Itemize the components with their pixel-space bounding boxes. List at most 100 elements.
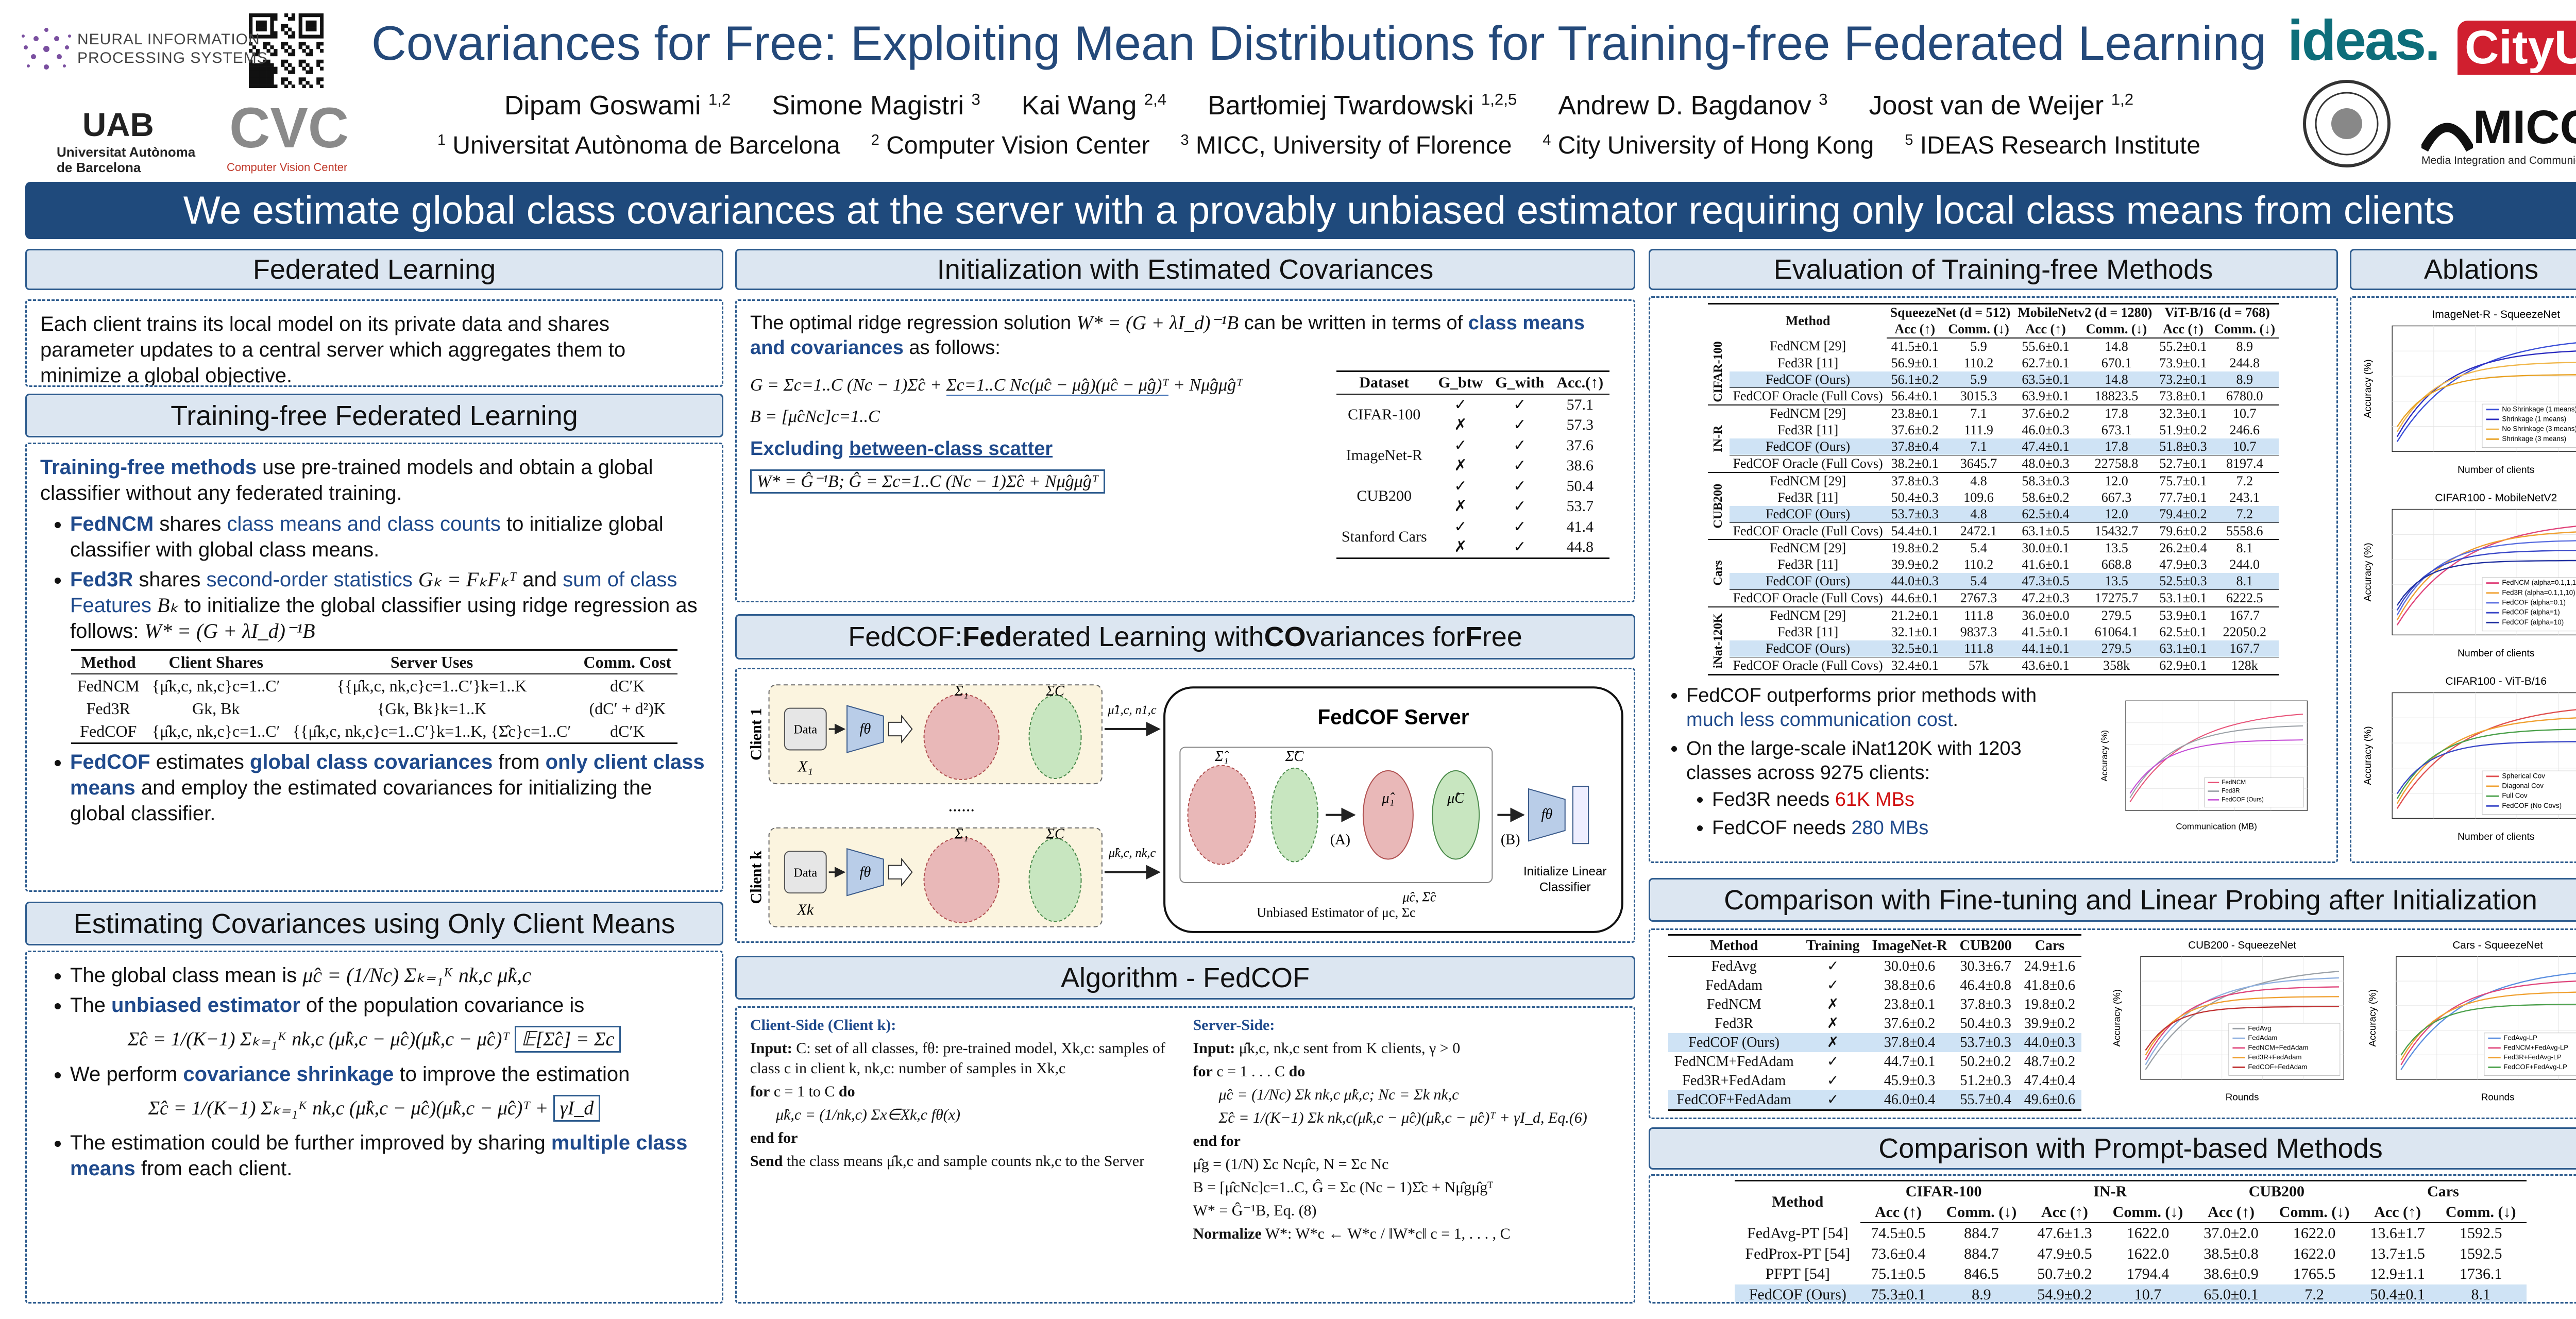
header-row: Acc (↑) Comm. (↓) Acc (↑) Comm. (↓) Acc (↑) C…: [1735, 1202, 2527, 1223]
text: class means and class counts: [227, 513, 501, 535]
text: 280 MBs: [1851, 817, 1929, 839]
qr-cell: [298, 45, 302, 49]
legend-label: Fed3R (alpha=0.1,1,10): [2502, 588, 2575, 596]
qr-cell: [263, 20, 267, 25]
arrow-hollow: [888, 714, 913, 744]
author-affiliation: 2,4: [1144, 90, 1167, 109]
qr-cell: [270, 24, 274, 28]
algorithm-line: W* = Ĝ⁻¹B, Eq. (8): [1193, 1200, 1621, 1221]
qr-cell: [274, 84, 278, 88]
author: Kai Wang 2,4: [1022, 91, 1166, 121]
table-row: FedCOF (Ours) 32.5±0.1 111.8 44.1±0.1 279.5 6…: [1708, 640, 2279, 657]
text: from each client.: [135, 1157, 293, 1180]
x-axis-label: Rounds: [2226, 1092, 2259, 1103]
table-cell: 19.8±0.2: [1891, 540, 1939, 556]
qr-cell: [266, 42, 270, 46]
message-label: μ̂1,c, n1,c: [1107, 703, 1156, 717]
qr-cell: [281, 45, 285, 49]
text: W* = Ĝ⁻¹B; Ĝ = Σc=1..C (Nc − 1)Σ̂c + Nμ̂…: [750, 469, 1105, 494]
algorithm-line: Server-Side:: [1193, 1015, 1621, 1035]
qr-cell: [259, 70, 263, 74]
table-cell: 55.2±0.1: [2159, 339, 2207, 354]
group-label: IN-R: [1707, 405, 1730, 472]
table-row: IN-R FedNCM [29] 23.8±0.1 7.1 37.6±0.2 17.8 32…: [1707, 405, 2279, 472]
table-cell: Fed3R [11]: [1777, 355, 1839, 370]
table-cell: 46.0±0.4: [1866, 1090, 1954, 1110]
qr-cell: [259, 66, 263, 71]
data-label: Data: [793, 723, 817, 737]
text: Σ̂c = 1/(K−1) Σk nk,c(μ̂k,c − μ̂c)(μ̂k,c…: [1218, 1109, 1587, 1126]
qr-cell: [281, 77, 285, 81]
mini-plot: Cars - SqueezeNet Rounds Accuracy (%) FedAv…: [2367, 939, 2576, 1103]
text: Comparison with Prompt-based Methods: [1878, 1133, 2383, 1164]
header-row: Method SqueezeNet (d = 512) MobileNetv2 (d…: [1708, 304, 2279, 328]
table-cell: 41.8±0.6: [2024, 977, 2076, 993]
column-header: Acc.(↑): [1550, 371, 1610, 395]
qr-cell: [306, 13, 310, 18]
column: Communication (MB) Accuracy (%) FedNCM Fed3…: [2077, 681, 2330, 840]
model: [846, 848, 884, 897]
group-label: CIFAR-100: [1348, 406, 1421, 424]
paragraph: Each client trains its local model on it…: [40, 311, 708, 385]
qr-code: [249, 13, 324, 88]
table-cell: 46.0±0.3: [2022, 422, 2070, 438]
qr-cell: [287, 52, 292, 57]
table-cell: ✓: [1454, 477, 1467, 495]
algorithm-line: end for: [1193, 1131, 1621, 1151]
table-row: Fed3R Gk, Bk {Gk, Bk}k=1..K (dC′ + d²)K: [71, 697, 677, 720]
qr-cell: [313, 13, 317, 18]
column-header: Cars: [2018, 935, 2082, 957]
qr-cell: [291, 31, 296, 35]
affiliations: 1 Universitat Autònoma de Barcelona 2 Com…: [0, 131, 2576, 160]
qr-cell: [320, 49, 324, 53]
table-cell: 279.5: [2077, 640, 2156, 657]
panel-body: Client 1 Data X₁ fθ Σ₁ ΣC μ̂1,c, n1,c Client k D…: [735, 668, 1635, 943]
y-axis-label: Accuracy (%): [2363, 726, 2374, 785]
author: Simone Magistri 3: [772, 91, 980, 121]
table-cell: ✗: [1454, 538, 1467, 555]
model-label: fθ: [1541, 806, 1553, 822]
text: Fed3R needs: [1712, 788, 1835, 810]
table-cell: 19.8±0.2: [2024, 996, 2076, 1012]
qr-cell: [270, 16, 274, 21]
qr-cell: [281, 81, 285, 85]
table-cell: 53.7: [1566, 498, 1594, 515]
table-cell: 73.9±0.1: [2159, 355, 2207, 370]
table-cell: 32.1±0.1: [1891, 624, 1939, 639]
table-cell: 30.3±6.7: [1960, 958, 2011, 974]
table-cell: 37.8±0.3: [1891, 473, 1939, 488]
text: + Nμ̂gμ̂gᵀ: [1168, 376, 1243, 395]
table-cell: 246.6: [2229, 422, 2260, 438]
table-cell: 667.3: [2101, 489, 2132, 505]
table-cell: FedNCM: [1706, 996, 1761, 1012]
affiliation-number: 2: [871, 132, 879, 148]
qr-cell: [316, 59, 320, 63]
qr-cell: [259, 20, 263, 25]
table-cell: 10.7: [2233, 406, 2257, 421]
qr-cell: [309, 49, 313, 53]
author-name: Bartłomiej Twardowski: [1208, 91, 1474, 121]
table-row: FedCOF+FedAdam ✓ 46.0±0.4 55.7±0.4 49.6±0.6: [1668, 1090, 2082, 1110]
column-subheader: Comm. (↓): [2435, 1202, 2527, 1223]
table-cell: FedNCM+FedAdam: [1674, 1054, 1794, 1070]
table-row: FedCOF Oracle (Full Covs) 32.4±0.1 57k 43.6…: [1708, 656, 2279, 675]
table-cell: {Gk, Bk}k=1..K: [377, 699, 487, 718]
legend-label: No Shrinkage (3 means): [2502, 425, 2576, 433]
qr-cell: [256, 13, 260, 18]
qr-cell: [270, 66, 274, 71]
corner: [1708, 304, 1730, 338]
table-cell: 37.0±2.0: [2204, 1225, 2259, 1242]
qr-cell: [291, 13, 296, 18]
curve-sketch: [2396, 709, 2576, 809]
column: Dataset G_btw G_with Acc.(↑) CIFAR-100 ✓ ✓ 57.1…: [1326, 365, 1620, 564]
qr-cell: [284, 31, 289, 35]
header-row: Dataset G_btw G_with Acc.(↑): [1336, 371, 1610, 395]
table-cell: 73.8±0.1: [2156, 387, 2211, 406]
qr-cell: [263, 24, 267, 28]
sigma-hat-label: Σ̂C: [1285, 749, 1304, 765]
legend-label: Fed3R+FedAdam: [2248, 1053, 2301, 1061]
table-row: FedCOF Oracle (Full Covs) 44.6±0.1 2767.3 4…: [1708, 589, 2279, 608]
text: only client class means: [70, 751, 705, 799]
panel-title: Comparison with Prompt-based Methods: [1649, 1127, 2576, 1170]
qr-cell: [266, 35, 270, 39]
